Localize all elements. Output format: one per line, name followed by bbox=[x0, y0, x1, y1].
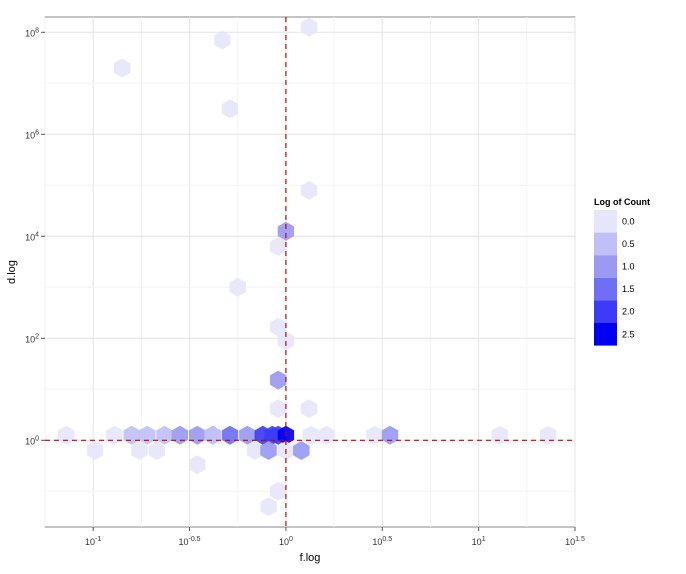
legend-label: 1.0 bbox=[622, 262, 635, 272]
hex-bin bbox=[189, 455, 206, 475]
legend-swatch bbox=[594, 232, 617, 256]
x-tick-label: 10-1 bbox=[85, 536, 101, 547]
hex-bin bbox=[58, 425, 75, 445]
hex-bin bbox=[381, 425, 399, 445]
hex-bin bbox=[270, 399, 287, 419]
hex-bin bbox=[270, 370, 287, 390]
hex-bin bbox=[148, 441, 165, 460]
x-tick-label: 10-0.5 bbox=[179, 536, 201, 547]
hex-bin bbox=[86, 441, 104, 460]
y-tick-label: 106 bbox=[25, 129, 39, 140]
legend-label: 0.0 bbox=[622, 216, 635, 226]
legend-label: 2.0 bbox=[622, 307, 635, 317]
legend-title: Log of Count bbox=[594, 197, 650, 207]
x-tick-label: 101.5 bbox=[565, 536, 585, 547]
y-tick-label: 100 bbox=[25, 435, 39, 446]
legend-label: 0.5 bbox=[622, 239, 635, 249]
hex-bin bbox=[300, 17, 318, 37]
legend: Log of Count 0.0 0.5 1.0 1.5 2.0 2.5 bbox=[594, 197, 650, 346]
hex-bin bbox=[270, 481, 287, 501]
hex-bin bbox=[300, 180, 318, 200]
legend-keys: 0.0 0.5 1.0 1.5 2.0 2.5 bbox=[594, 210, 635, 346]
hex-bin bbox=[293, 441, 310, 460]
hex-bin bbox=[156, 425, 173, 445]
hex-bin bbox=[270, 317, 287, 337]
legend-swatch bbox=[594, 300, 617, 323]
x-tick-label: 100.5 bbox=[372, 536, 392, 547]
hex-bin bbox=[221, 99, 239, 119]
legend-label: 1.5 bbox=[622, 284, 635, 294]
hex-bin bbox=[318, 425, 335, 445]
legend-swatch bbox=[594, 210, 617, 233]
y-tick-labels: 100 102 104 106 108 bbox=[25, 27, 45, 446]
hex-bin bbox=[131, 441, 148, 460]
hex-bin bbox=[260, 441, 277, 460]
plot-panel bbox=[44, 16, 576, 528]
reference-lines bbox=[45, 17, 575, 527]
y-tick-label: 104 bbox=[25, 231, 39, 242]
legend-swatch bbox=[594, 277, 617, 301]
hex-bin bbox=[260, 497, 277, 517]
hex-bin bbox=[277, 221, 295, 241]
hex-bin bbox=[113, 58, 131, 78]
x-axis-title: f.log bbox=[300, 552, 321, 564]
hex-bin bbox=[277, 331, 295, 351]
hex-bin bbox=[229, 277, 246, 297]
legend-label: 2.5 bbox=[622, 329, 635, 339]
y-tick-label: 108 bbox=[25, 27, 39, 38]
y-axis-title: d.log bbox=[6, 260, 18, 284]
hex-bin bbox=[214, 30, 231, 50]
x-tick-label: 101 bbox=[472, 536, 486, 547]
legend-swatch bbox=[594, 323, 617, 346]
hex-bin bbox=[138, 425, 156, 445]
hex-bin bbox=[300, 399, 318, 419]
hex-bin bbox=[246, 441, 264, 460]
y-tick-label: 102 bbox=[25, 333, 39, 344]
x-tick-label: 100 bbox=[279, 536, 293, 547]
legend-swatch bbox=[594, 255, 617, 278]
hex-bin bbox=[270, 237, 287, 256]
x-tick-labels: 10-1 10-0.5 100 100.5 101 101.5 bbox=[85, 527, 585, 547]
